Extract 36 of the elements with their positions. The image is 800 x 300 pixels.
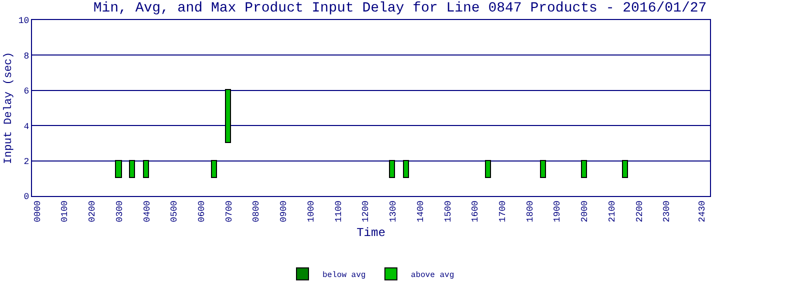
x-tick-label: 1000 xyxy=(306,200,316,222)
x-tick-label: 1100 xyxy=(334,200,344,222)
x-axis-title: Time xyxy=(356,226,386,240)
x-tick-label: 0700 xyxy=(224,200,234,222)
x-tick-label: 2300 xyxy=(662,200,672,222)
legend-label: above avg xyxy=(410,270,454,280)
chart-title: Min, Avg, and Max Product Input Delay for Line 0847 Products - 2016/01/27 xyxy=(93,0,707,16)
x-tick-label: 2200 xyxy=(634,200,645,222)
x-tick-label: 2100 xyxy=(607,200,618,222)
y-tick-label: 4 xyxy=(24,122,30,132)
x-tick-label: 1400 xyxy=(416,200,426,222)
x-tick-label: 1800 xyxy=(525,200,536,222)
y-tick-label: 6 xyxy=(24,86,30,97)
x-tick-label: 0400 xyxy=(142,200,152,222)
x-tick-label: 1300 xyxy=(388,200,399,222)
y-tick-label: 8 xyxy=(24,51,30,62)
x-tick-label: 0000 xyxy=(32,200,43,222)
x-tick-label: 1200 xyxy=(361,200,372,222)
x-tick-label: 1600 xyxy=(470,200,481,222)
y-tick-label: 10 xyxy=(18,16,30,26)
x-tick-label: 0800 xyxy=(252,200,262,222)
x-tick-label: 2000 xyxy=(580,200,590,222)
x-tick-label: 1500 xyxy=(443,200,454,222)
x-tick-label: 1700 xyxy=(498,200,508,222)
x-tick-label: 0300 xyxy=(114,200,125,222)
y-tick-label: 0 xyxy=(24,192,30,202)
y-axis-title: Input Delay (sec) xyxy=(3,52,16,164)
x-tick-label: 0100 xyxy=(60,200,70,222)
x-tick-label: 0600 xyxy=(197,200,208,222)
x-tick-label: 1900 xyxy=(552,200,563,222)
y-tick-label: 2 xyxy=(24,156,30,167)
x-tick-label: 0900 xyxy=(279,200,290,222)
x-tick-label: 0200 xyxy=(88,200,98,222)
x-tick-label: 2430 xyxy=(698,200,708,222)
legend-label: below avg xyxy=(322,270,366,280)
x-tick-label: 0500 xyxy=(170,200,180,222)
